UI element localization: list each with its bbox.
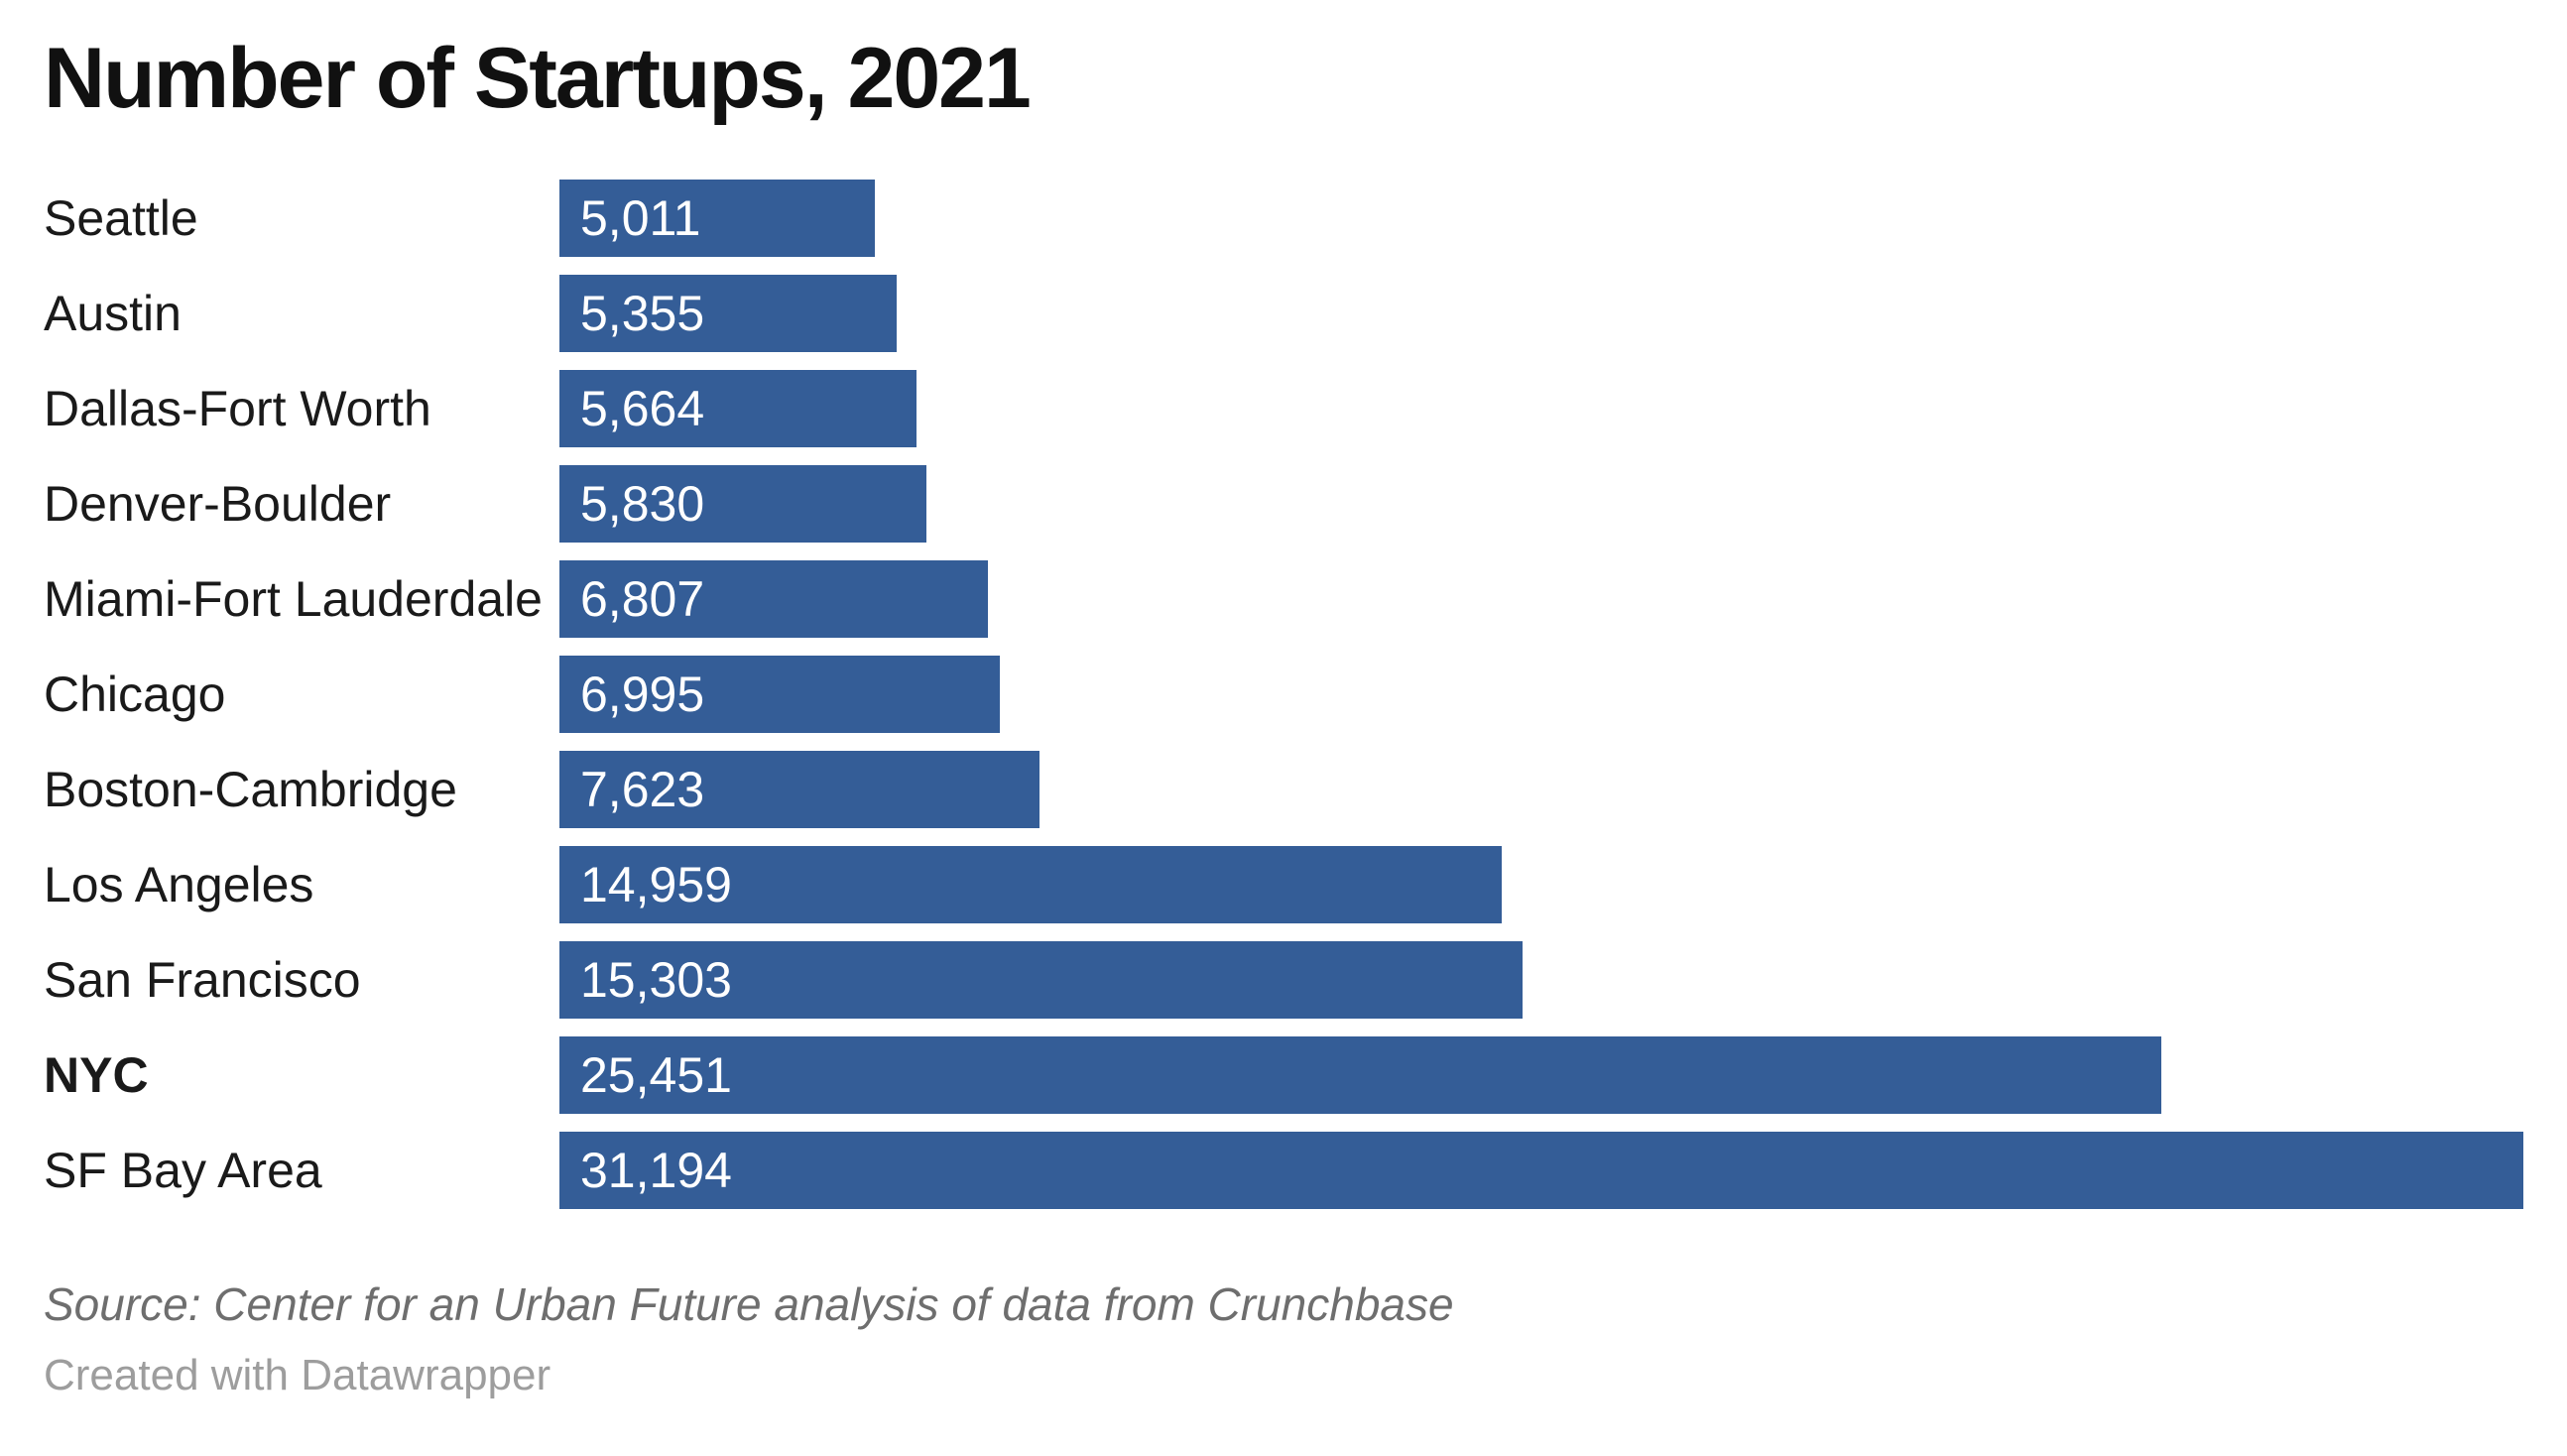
chart-row: SF Bay Area 31,194 xyxy=(44,1123,2523,1218)
value-label: 5,830 xyxy=(580,476,705,532)
category-label: Dallas-Fort Worth xyxy=(44,381,431,436)
category-label: Austin xyxy=(44,286,182,341)
chart-row: Boston-Cambridge 7,623 xyxy=(44,742,2523,837)
category-label: Los Angeles xyxy=(44,857,314,912)
chart-row: Denver-Boulder 5,830 xyxy=(44,456,2523,551)
value-label: 15,303 xyxy=(580,952,732,1008)
chart-row: Miami-Fort Lauderdale 6,807 xyxy=(44,551,2523,647)
bar-track: 5,830 xyxy=(559,465,2523,543)
bar-chart-rows: Seattle 5,011 Austin 5,355 Dallas-Fort Worth… xyxy=(44,171,2523,1218)
chart-row: San Francisco 15,303 xyxy=(44,932,2523,1028)
value-label: 25,451 xyxy=(580,1047,732,1103)
bar: 5,664 xyxy=(559,370,917,447)
bar-track: 5,355 xyxy=(559,275,2523,352)
chart-row: Austin 5,355 xyxy=(44,266,2523,361)
bar: 6,995 xyxy=(559,656,1000,733)
category-label: San Francisco xyxy=(44,952,361,1008)
bar: 14,959 xyxy=(559,846,1502,923)
category-label: Boston-Cambridge xyxy=(44,762,457,817)
category-label: Miami-Fort Lauderdale xyxy=(44,571,543,627)
bar: 6,807 xyxy=(559,560,989,638)
value-label: 31,194 xyxy=(580,1143,732,1198)
bar-track: 31,194 xyxy=(559,1132,2523,1209)
value-label: 6,995 xyxy=(580,667,705,722)
category-label: Chicago xyxy=(44,667,226,722)
category-label: SF Bay Area xyxy=(44,1143,322,1198)
bar-track: 14,959 xyxy=(559,846,2523,923)
value-label: 5,664 xyxy=(580,381,705,436)
category-label: NYC xyxy=(44,1047,149,1103)
bar-track: 7,623 xyxy=(559,751,2523,828)
category-label: Seattle xyxy=(44,190,198,246)
bar-track: 6,995 xyxy=(559,656,2523,733)
bar: 5,830 xyxy=(559,465,927,543)
chart-row: Los Angeles 14,959 xyxy=(44,837,2523,932)
category-label: Denver-Boulder xyxy=(44,476,392,532)
chart-row: NYC 25,451 xyxy=(44,1028,2523,1123)
bar-track: 5,664 xyxy=(559,370,2523,447)
chart-row: Chicago 6,995 xyxy=(44,647,2523,742)
bar: 5,355 xyxy=(559,275,897,352)
chart-title: Number of Startups, 2021 xyxy=(44,31,1032,126)
value-label: 5,355 xyxy=(580,286,705,341)
bar: 25,451 xyxy=(559,1036,2162,1114)
bar: 7,623 xyxy=(559,751,1039,828)
value-label: 14,959 xyxy=(580,857,732,912)
attribution-note: Created with Datawrapper xyxy=(44,1351,551,1399)
bar: 15,303 xyxy=(559,941,1524,1019)
value-label: 6,807 xyxy=(580,571,705,627)
bar-track: 6,807 xyxy=(559,560,2523,638)
chart-row: Seattle 5,011 xyxy=(44,171,2523,266)
value-label: 7,623 xyxy=(580,762,705,817)
chart-row: Dallas-Fort Worth 5,664 xyxy=(44,361,2523,456)
bar: 5,011 xyxy=(559,180,876,257)
bar: 31,194 xyxy=(559,1132,2523,1209)
value-label: 5,011 xyxy=(580,190,701,246)
bar-track: 25,451 xyxy=(559,1036,2523,1114)
source-note: Source: Center for an Urban Future analy… xyxy=(44,1278,1454,1330)
bar-track: 5,011 xyxy=(559,180,2523,257)
bar-track: 15,303 xyxy=(559,941,2523,1019)
